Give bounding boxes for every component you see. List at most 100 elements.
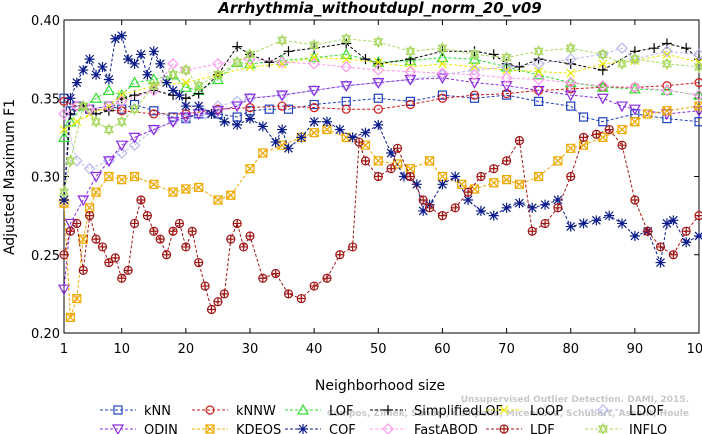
data-point-cof — [135, 49, 146, 60]
data-point-ldf — [245, 231, 255, 241]
data-point-ldf — [296, 293, 306, 304]
data-point-lof — [147, 73, 160, 85]
data-point-ldf — [283, 289, 294, 299]
data-point-simplifiedlof — [373, 58, 384, 69]
x-tick-label: 100 — [687, 342, 702, 357]
data-point-ldf — [527, 226, 537, 236]
data-point-ldf — [213, 297, 223, 307]
data-point-cof — [321, 116, 332, 127]
legend-swatch-marker — [205, 405, 215, 415]
data-point-cof — [418, 205, 429, 216]
data-point-cof — [309, 116, 320, 127]
data-point-ldf — [425, 203, 435, 213]
data-point-odin — [436, 73, 449, 85]
data-point-cof — [71, 77, 82, 88]
data-point-ldf — [226, 234, 236, 244]
data-point-cof — [360, 127, 371, 138]
data-point-knn — [578, 112, 589, 122]
data-point-inflo — [617, 57, 628, 71]
x-tick-label: 1 — [60, 342, 68, 357]
data-point-loop — [566, 68, 576, 78]
data-point-kdeos — [226, 190, 236, 200]
legend-label: kNN — [144, 404, 171, 419]
legend-swatch-marker — [382, 423, 394, 434]
data-point-ldf — [373, 171, 383, 182]
data-point-ldf — [155, 234, 165, 244]
data-point-loop — [117, 90, 127, 100]
data-point-odin — [167, 117, 180, 128]
data-point-kdeos — [566, 143, 576, 153]
data-point-ldof — [83, 162, 96, 175]
data-point-odin — [500, 81, 513, 92]
data-point-kdeos — [643, 109, 653, 119]
data-point-odin — [404, 74, 417, 86]
y-tick-label: 0.30 — [31, 171, 60, 186]
legend-item-ldof: LDOF — [585, 404, 664, 419]
data-point-inflo — [91, 115, 102, 129]
data-point-kdeos — [437, 171, 448, 182]
data-point-ldf — [405, 171, 415, 182]
data-point-inflo — [180, 63, 191, 77]
data-point-cof — [65, 93, 76, 104]
data-point-cof — [694, 230, 702, 241]
series-layer — [57, 30, 702, 322]
data-point-cof — [540, 199, 551, 210]
legend-label: LoOP — [530, 404, 563, 419]
data-point-knnw — [437, 93, 448, 103]
data-point-odin — [57, 284, 71, 296]
data-point-kdeos — [617, 124, 627, 135]
data-point-fastabod — [340, 61, 353, 73]
series-knn — [59, 90, 702, 127]
data-point-kdeos — [194, 182, 204, 193]
data-point-loop — [438, 59, 447, 69]
data-point-lof — [211, 73, 224, 85]
data-point-inflo — [116, 115, 127, 129]
data-point-cof — [193, 101, 204, 112]
data-point-inflo — [469, 48, 480, 61]
data-point-ldof — [564, 53, 577, 65]
legend: kNN kNNW LOF SimplifiedLOF LoOP LDOF ODIN KDEOS… — [100, 403, 667, 434]
x-tick-label: 70 — [498, 342, 515, 357]
data-point-simplifiedlof — [649, 43, 660, 54]
data-point-knnw — [405, 99, 415, 110]
data-point-odin — [102, 156, 115, 168]
data-point-lof — [308, 51, 321, 63]
data-point-ldf — [117, 273, 127, 283]
series-line-inflo — [63, 38, 700, 193]
data-point-kdeos — [489, 178, 499, 188]
series-inflo — [59, 32, 702, 199]
data-point-odin — [340, 81, 353, 92]
x-axis: 1 10 20 30 40 50 60 70 80 90 100 — [60, 20, 702, 357]
legend-swatch-marker — [296, 403, 310, 415]
data-point-simplifiedlof — [597, 65, 608, 76]
data-point-cof — [463, 194, 474, 205]
legend-item-kdeos: KDEOS — [192, 423, 281, 434]
data-point-knn — [694, 117, 702, 127]
data-point-odin — [128, 132, 141, 144]
data-point-ldf — [78, 265, 88, 275]
data-point-ldf — [604, 124, 614, 135]
data-point-ldf — [149, 226, 159, 236]
data-point-loop — [181, 78, 191, 88]
legend-item-loop: LoOP — [486, 404, 563, 419]
chart-title: Arrhythmia_withoutdupl_norm_20_v09 — [217, 0, 541, 17]
data-point-odin — [532, 85, 545, 97]
data-point-cof — [386, 148, 397, 159]
data-point-kdeos — [245, 164, 255, 174]
data-point-ldf — [59, 250, 69, 260]
data-point-inflo — [405, 44, 416, 58]
data-point-simplifiedlof — [232, 41, 243, 52]
data-point-odin — [179, 112, 192, 124]
data-point-cof — [373, 119, 384, 130]
data-point-lof — [179, 81, 192, 92]
data-point-cof — [91, 69, 102, 80]
data-point-inflo — [232, 55, 243, 69]
data-point-odin — [77, 195, 90, 207]
data-point-knn — [598, 117, 608, 127]
data-point-lof — [468, 52, 481, 64]
data-point-simplifiedlof — [681, 43, 692, 54]
legend-label: LDOF — [629, 404, 664, 419]
data-point-cof — [578, 218, 589, 229]
data-point-knnw — [149, 109, 159, 119]
